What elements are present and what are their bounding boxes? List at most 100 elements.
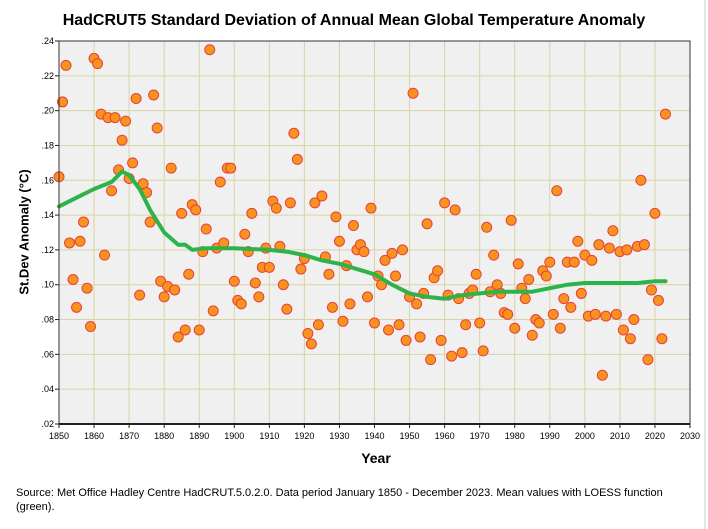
data-point [439,197,451,209]
data-point [120,115,132,127]
x-axis-label: Year [361,450,391,466]
y-tick-label: .04 [41,384,54,394]
data-point [540,270,552,282]
data-point [393,319,405,331]
y-tick-label: .10 [41,280,54,290]
x-tick-label: 1850 [49,431,69,441]
data-point [610,308,622,320]
chart-title: HadCRUT5 Standard Deviation of Annual Me… [62,12,646,29]
y-tick-label: .16 [41,175,54,185]
data-point [85,321,97,333]
x-tick-label: 1920 [294,431,314,441]
y-tick-label: .14 [41,210,54,220]
data-point [106,185,118,197]
data-point [64,237,76,249]
data-point [190,204,202,216]
data-point [421,218,433,230]
data-point [470,268,482,280]
data-point [71,301,83,313]
data-point [600,310,612,322]
data-point [200,223,212,235]
data-point [558,293,570,305]
data-point [474,317,486,329]
data-point [116,134,128,146]
data-point [659,108,671,120]
data-point [502,308,514,320]
data-point [309,197,321,209]
data-point [554,322,566,334]
data-point [92,58,104,70]
data-point [379,254,391,266]
data-point [414,331,426,343]
data-point [397,244,409,256]
x-tick-label: 1930 [329,431,349,441]
data-point [225,162,237,174]
data-point [130,92,142,104]
x-tick-label: 1980 [505,431,525,441]
data-point [246,207,258,219]
data-point [460,319,472,331]
data-point [505,214,517,226]
y-tick-label: .18 [41,140,54,150]
data-point [481,221,493,233]
data-point [572,235,584,247]
data-point [109,112,121,124]
data-point [295,263,307,275]
data-point [390,270,402,282]
data-point [214,176,226,188]
data-point [249,277,261,289]
y-tick-label: .08 [41,315,54,325]
data-point [228,275,240,287]
data-point [326,301,338,313]
data-point [383,324,395,336]
y-tick-label: .22 [41,71,54,81]
x-tick-label: 1940 [364,431,384,441]
data-point [593,239,605,251]
window-edge [704,0,706,529]
data-point [547,308,559,320]
data-point [512,258,524,270]
data-point [523,274,535,286]
x-tick-label: 2000 [575,431,595,441]
data-point [526,329,538,341]
data-point [253,291,265,303]
data-point [148,89,160,101]
data-point [60,59,72,71]
data-point [386,247,398,259]
x-tick-label: 1900 [224,431,244,441]
data-point [193,324,205,336]
axis-ticks: 1850 1860 1870 1880 1890 1900 1910 1920 1930 1940… [41,36,700,441]
x-tick-label: 2030 [680,431,700,441]
data-point [305,338,317,350]
data-point [607,225,619,237]
data-point [435,334,447,346]
data-point [642,354,654,366]
data-point [586,254,598,266]
data-point [67,274,79,286]
data-point [78,216,90,228]
y-tick-label: .02 [41,419,54,429]
data-point [575,287,587,299]
data-point [239,228,251,240]
y-tick-label: .12 [41,245,54,255]
data-point [635,174,647,186]
data-point [179,324,191,336]
data-point [488,249,500,261]
data-point [291,153,303,165]
data-point [568,256,580,268]
x-tick-label: 1970 [470,431,490,441]
data-point [400,334,412,346]
data-point [284,197,296,209]
data-point [302,327,314,339]
data-point [176,207,188,219]
data-point [323,268,335,280]
source-note: Source: Met Office Hadley Centre HadCRUT… [16,487,663,513]
x-tick-label: 1890 [189,431,209,441]
data-point [183,268,195,280]
data-point [344,298,356,310]
data-point [509,322,521,334]
data-point [519,293,531,305]
x-tick-label: 1990 [540,431,560,441]
